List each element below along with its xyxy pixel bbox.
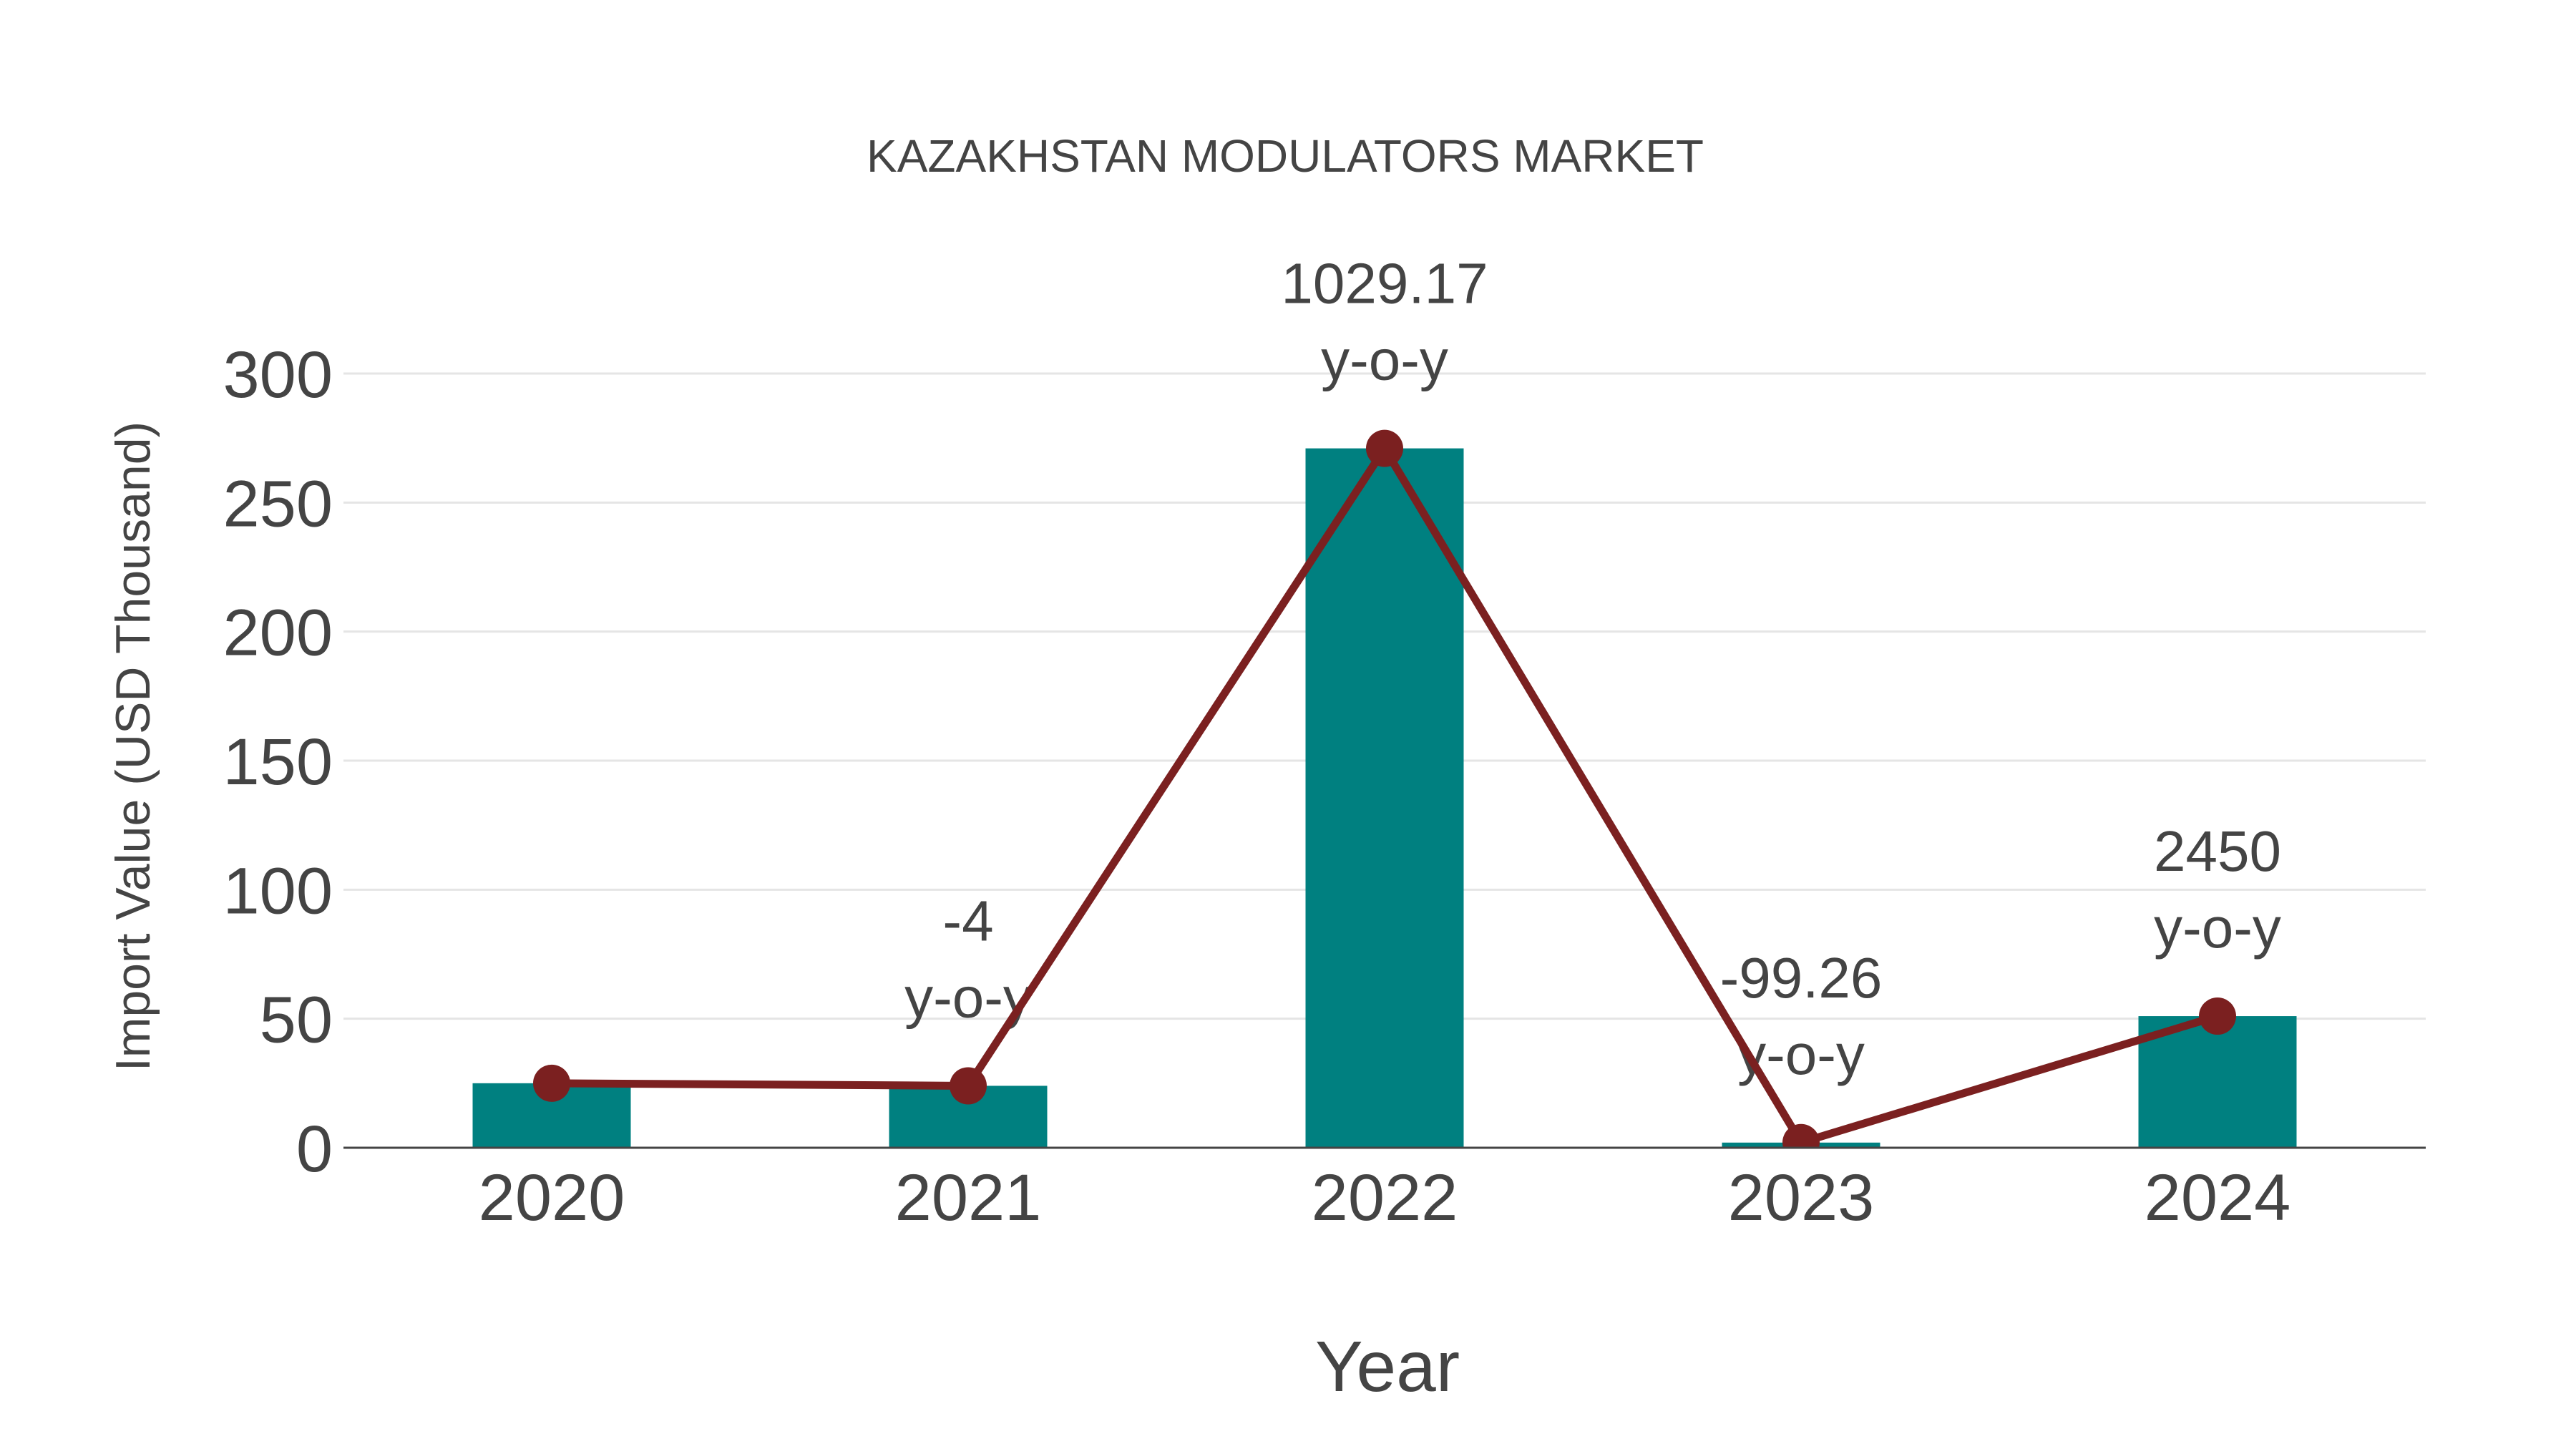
- bar-2024: [2138, 1016, 2297, 1148]
- y-tick-label: 300: [223, 338, 333, 411]
- x-axis-title: Year: [1315, 1327, 1460, 1407]
- bar-2022: [1305, 448, 1464, 1148]
- x-tick-label: 2023: [1728, 1161, 1875, 1234]
- marker-2020: [533, 1064, 570, 1102]
- y-tick-label: 0: [296, 1113, 333, 1186]
- y-tick-label: 150: [223, 726, 333, 799]
- y-tick-label: 50: [260, 984, 333, 1057]
- y-axis-title: Import Value (USD Thousand): [106, 421, 160, 1071]
- yoy-value-label: -99.26: [1720, 946, 1883, 1010]
- x-tick-label: 2020: [479, 1161, 625, 1234]
- marker-2023: [1782, 1123, 1820, 1148]
- x-tick-label: 2024: [2145, 1161, 2291, 1234]
- x-axis-ticks: 2020 2021 2022 2023 2024: [479, 1161, 2291, 1234]
- yoy-suffix-label: y-o-y: [2154, 896, 2281, 960]
- x-tick-label: 2022: [1312, 1161, 1458, 1234]
- marker-2022: [1366, 429, 1403, 467]
- yoy-value-label: 2450: [2154, 819, 2281, 883]
- yoy-value-label: -4: [942, 889, 993, 952]
- yoy-suffix-label: y-o-y: [1321, 328, 1448, 392]
- marker-2021: [950, 1067, 987, 1105]
- line-series: [533, 429, 2236, 1148]
- marker-2024: [2199, 997, 2236, 1035]
- yoy-value-label: 1029.17: [1281, 252, 1488, 316]
- y-tick-label: 200: [223, 597, 333, 670]
- yoy-suffix-label: y-o-y: [1737, 1023, 1865, 1086]
- bar-series: [472, 448, 2297, 1148]
- y-tick-label: 250: [223, 467, 333, 540]
- y-tick-label: 100: [223, 854, 333, 927]
- x-tick-label: 2021: [895, 1161, 1042, 1234]
- y-axis-ticks: 0 50 100 150 200 250 300: [223, 338, 333, 1186]
- chart-title: KAZAKHSTAN MODULATORS MARKET: [867, 130, 1704, 182]
